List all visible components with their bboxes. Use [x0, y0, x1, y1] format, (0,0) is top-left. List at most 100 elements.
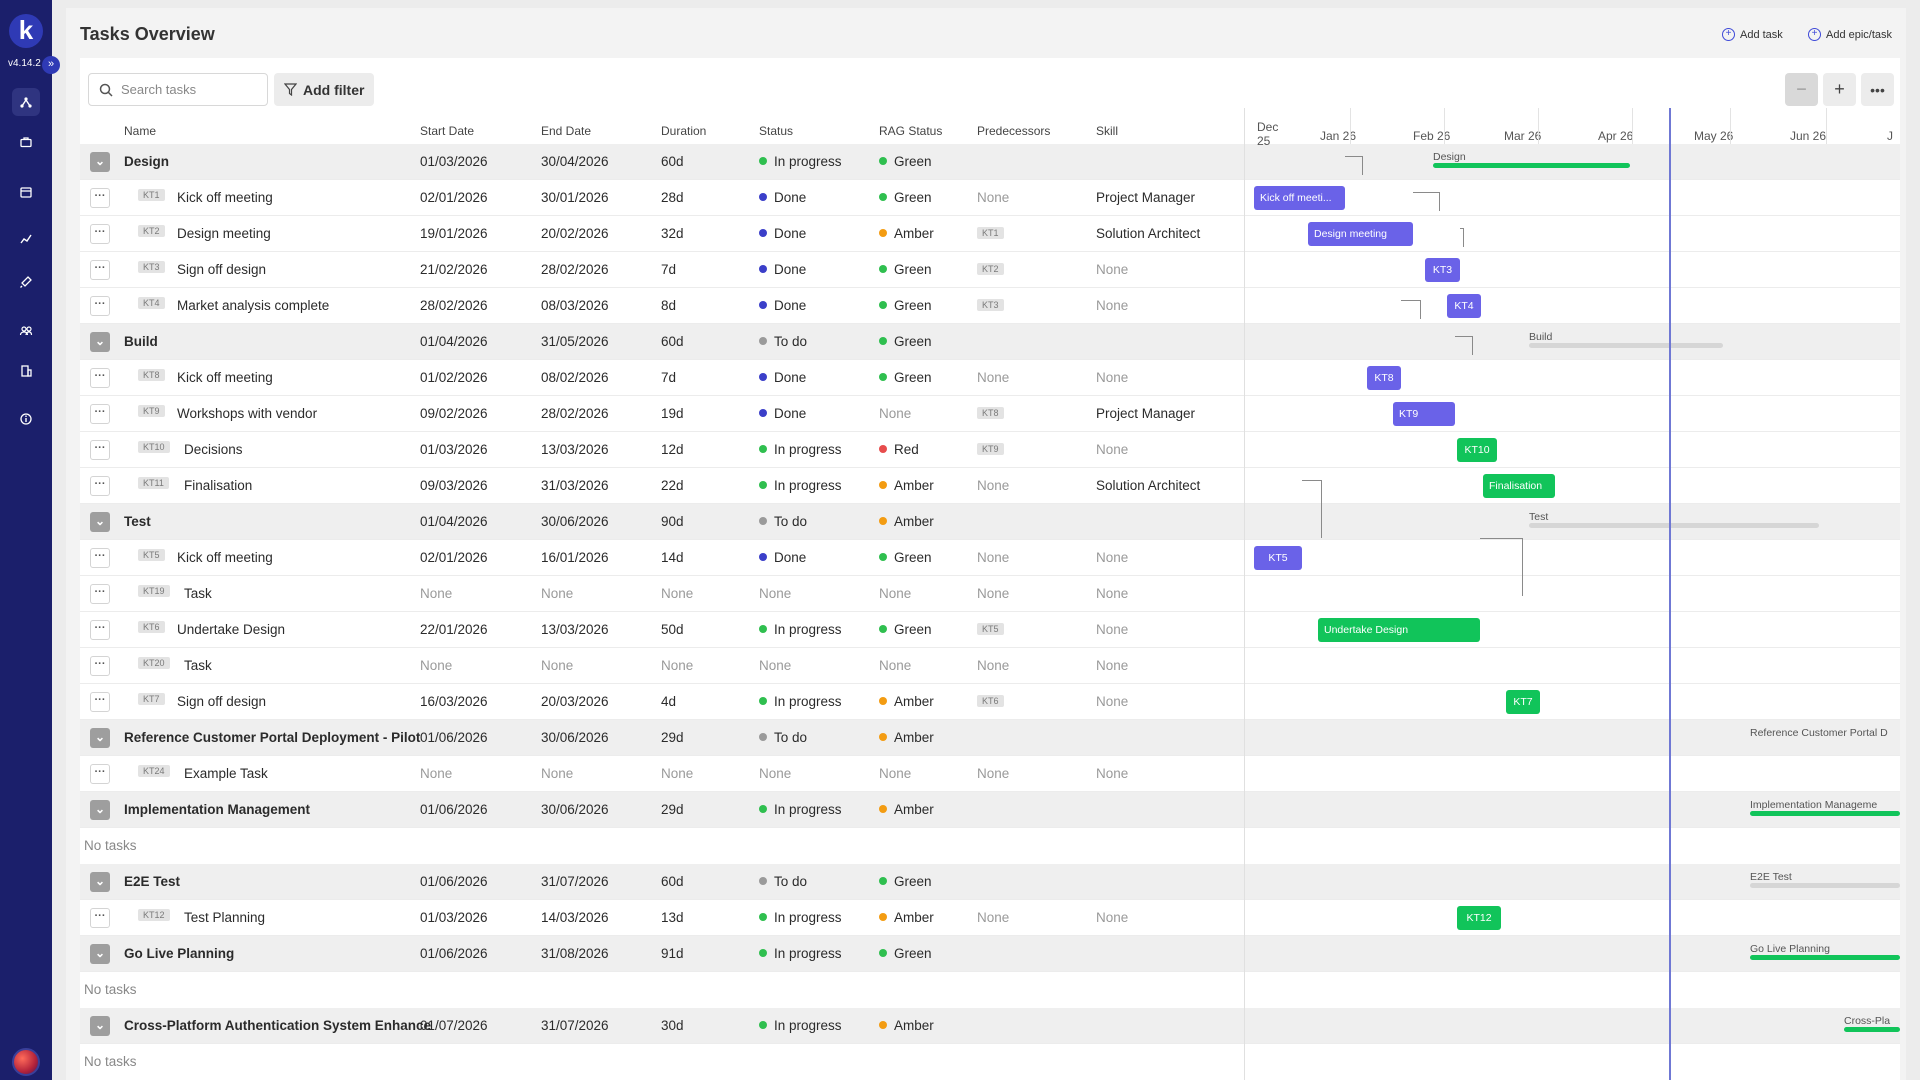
- collapse-chevron-icon[interactable]: ⌄: [90, 800, 110, 820]
- task-row[interactable]: ··· KT1 Kick off meeting 02/01/2026 30/01/20…: [80, 180, 1900, 216]
- col-duration[interactable]: Duration: [661, 124, 707, 138]
- rag-cell[interactable]: None: [879, 658, 911, 673]
- task-row[interactable]: ··· KT20 Task None None None None None None None: [80, 648, 1900, 684]
- rag-cell[interactable]: Green: [879, 190, 932, 205]
- row-menu-icon[interactable]: ···: [90, 440, 110, 460]
- epic-bar[interactable]: [1750, 883, 1900, 888]
- status-cell[interactable]: Done: [759, 298, 806, 313]
- epic-bar[interactable]: [1844, 1027, 1900, 1032]
- rag-cell[interactable]: Green: [879, 874, 932, 889]
- task-row[interactable]: ··· KT9 Workshops with vendor 09/02/2026 28/…: [80, 396, 1900, 432]
- status-cell[interactable]: In progress: [759, 694, 842, 709]
- rag-cell[interactable]: Green: [879, 946, 932, 961]
- task-row[interactable]: ··· KT11 Finalisation 09/03/2026 31/03/2026 2…: [80, 468, 1900, 504]
- status-cell[interactable]: In progress: [759, 622, 842, 637]
- row-menu-icon[interactable]: ···: [90, 584, 110, 604]
- nav-info[interactable]: [12, 405, 40, 433]
- zoom-out-button[interactable]: −: [1785, 73, 1818, 106]
- status-cell[interactable]: In progress: [759, 910, 842, 925]
- row-menu-icon[interactable]: ···: [90, 404, 110, 424]
- epic-bar[interactable]: [1433, 163, 1630, 168]
- row-menu-icon[interactable]: ···: [90, 656, 110, 676]
- row-menu-icon[interactable]: ···: [90, 764, 110, 784]
- epic-row[interactable]: ⌄ Design 01/03/2026 30/04/2026 60d In progres…: [80, 144, 1900, 180]
- epic-bar[interactable]: [1750, 811, 1900, 816]
- task-bar[interactable]: KT5: [1254, 546, 1302, 570]
- task-row[interactable]: ··· KT7 Sign off design 16/03/2026 20/03/202…: [80, 684, 1900, 720]
- rag-cell[interactable]: None: [879, 766, 911, 781]
- nav-workflow[interactable]: [12, 88, 40, 116]
- collapse-chevron-icon[interactable]: ⌄: [90, 872, 110, 892]
- nav-building[interactable]: [12, 357, 40, 385]
- task-bar[interactable]: Finalisation: [1483, 474, 1555, 498]
- nav-team[interactable]: [12, 317, 40, 345]
- status-cell[interactable]: Done: [759, 406, 806, 421]
- task-bar[interactable]: Design meeting: [1308, 222, 1413, 246]
- status-cell[interactable]: In progress: [759, 478, 842, 493]
- status-cell[interactable]: Done: [759, 262, 806, 277]
- task-bar[interactable]: KT8: [1367, 366, 1401, 390]
- task-row[interactable]: ··· KT12 Test Planning 01/03/2026 14/03/2026…: [80, 900, 1900, 936]
- rag-cell[interactable]: Amber: [879, 478, 934, 493]
- row-menu-icon[interactable]: ···: [90, 296, 110, 316]
- row-menu-icon[interactable]: ···: [90, 368, 110, 388]
- rag-cell[interactable]: None: [879, 586, 911, 601]
- task-bar[interactable]: KT4: [1447, 294, 1481, 318]
- rag-cell[interactable]: Amber: [879, 514, 934, 529]
- epic-row[interactable]: ⌄ Cross-Platform Authentication System En…: [80, 1008, 1900, 1044]
- more-options-button[interactable]: •••: [1861, 73, 1894, 106]
- row-menu-icon[interactable]: ···: [90, 692, 110, 712]
- epic-row[interactable]: ⌄ E2E Test 01/06/2026 31/07/2026 60d To do Gre…: [80, 864, 1900, 900]
- rag-cell[interactable]: Amber: [879, 802, 934, 817]
- task-bar[interactable]: KT3: [1425, 258, 1460, 282]
- status-cell[interactable]: Done: [759, 190, 806, 205]
- rag-cell[interactable]: Green: [879, 622, 932, 637]
- epic-bar[interactable]: [1750, 955, 1900, 960]
- add-task-button[interactable]: + Add task: [1722, 28, 1783, 41]
- task-bar[interactable]: KT7: [1506, 690, 1540, 714]
- collapse-chevron-icon[interactable]: ⌄: [90, 728, 110, 748]
- task-row[interactable]: ··· KT2 Design meeting 19/01/2026 20/02/2026…: [80, 216, 1900, 252]
- rag-cell[interactable]: Green: [879, 550, 932, 565]
- col-status[interactable]: Status: [759, 124, 794, 138]
- status-cell[interactable]: In progress: [759, 154, 842, 169]
- task-row[interactable]: ··· KT4 Market analysis complete 28/02/2026…: [80, 288, 1900, 324]
- collapse-chevron-icon[interactable]: ⌄: [90, 1016, 110, 1036]
- col-skill[interactable]: Skill: [1096, 124, 1119, 138]
- epic-row[interactable]: ⌄ Build 01/04/2026 31/05/2026 60d To do Green: [80, 324, 1900, 360]
- col-predecessors[interactable]: Predecessors: [977, 124, 1051, 138]
- collapse-chevron-icon[interactable]: ⌄: [90, 944, 110, 964]
- task-bar[interactable]: KT10: [1457, 438, 1497, 462]
- epic-row[interactable]: ⌄ Reference Customer Portal Deployment - …: [80, 720, 1900, 756]
- rag-cell[interactable]: Green: [879, 298, 932, 313]
- task-bar[interactable]: KT12: [1457, 906, 1501, 930]
- add-filter-button[interactable]: Add filter: [274, 73, 375, 106]
- status-cell[interactable]: None: [759, 586, 791, 601]
- status-cell[interactable]: To do: [759, 730, 807, 745]
- epic-row[interactable]: ⌄ Implementation Management 01/06/2026 30/0…: [80, 792, 1900, 828]
- status-cell[interactable]: None: [759, 766, 791, 781]
- row-menu-icon[interactable]: ···: [90, 188, 110, 208]
- status-cell[interactable]: In progress: [759, 946, 842, 961]
- status-cell[interactable]: Done: [759, 370, 806, 385]
- rag-cell[interactable]: Amber: [879, 730, 934, 745]
- nav-calendar[interactable]: [12, 178, 40, 206]
- task-bar[interactable]: Undertake Design: [1318, 618, 1480, 642]
- expand-sidebar-icon[interactable]: »: [42, 56, 60, 74]
- nav-briefcase[interactable]: [12, 128, 40, 156]
- epic-row[interactable]: ⌄ Test 01/04/2026 30/06/2026 90d To do Amber: [80, 504, 1900, 540]
- rag-cell[interactable]: Green: [879, 334, 932, 349]
- task-row[interactable]: ··· KT10 Decisions 01/03/2026 13/03/2026 12d I…: [80, 432, 1900, 468]
- collapse-chevron-icon[interactable]: ⌄: [90, 152, 110, 172]
- rag-cell[interactable]: Amber: [879, 910, 934, 925]
- col-name[interactable]: Name: [124, 124, 157, 138]
- status-cell[interactable]: To do: [759, 334, 807, 349]
- status-cell[interactable]: None: [759, 658, 791, 673]
- row-menu-icon[interactable]: ···: [90, 908, 110, 928]
- collapse-chevron-icon[interactable]: ⌄: [90, 512, 110, 532]
- task-row[interactable]: ··· KT19 Task None None None None None None None: [80, 576, 1900, 612]
- col-end-date[interactable]: End Date: [541, 124, 592, 138]
- row-menu-icon[interactable]: ···: [90, 224, 110, 244]
- col-rag-status[interactable]: RAG Status: [879, 124, 943, 138]
- row-menu-icon[interactable]: ···: [90, 548, 110, 568]
